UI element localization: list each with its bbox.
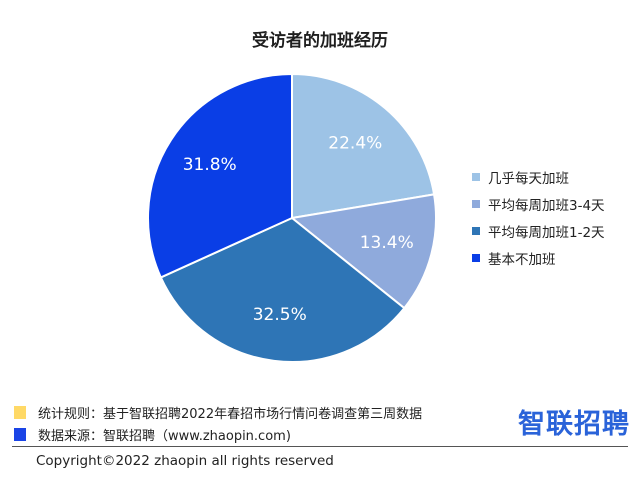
legend-swatch	[472, 199, 480, 208]
chart-legend: 几乎每天加班平均每周加班3-4天 平均每周加班1-2天 基本不加班	[472, 163, 605, 271]
legend-swatch	[472, 253, 480, 262]
legend-label: 基本不加班	[488, 251, 556, 268]
stat-rule-text: 统计规则：基于智联招聘2022年春招市场行情问卷调查第三周数据	[38, 407, 423, 422]
pie-data-label-3: 32.5%	[253, 305, 307, 325]
legend-swatch	[472, 172, 480, 181]
legend-label: 平均每周加班1-2天	[488, 224, 605, 241]
pie-slice-4	[147, 72, 293, 279]
data-source-swatch	[14, 428, 26, 441]
legend-label: 几乎每天加班	[488, 170, 569, 187]
pie-slice-2	[289, 193, 437, 310]
pie-chart: 22.4% 13.4% 32.5% 31.8%	[147, 72, 437, 363]
legend-item-4: 基本不加班	[472, 244, 605, 271]
pie-slice-3	[159, 216, 406, 363]
pie-data-label-2: 13.4%	[360, 233, 414, 253]
legend-item-2: 平均每周加班3-4天	[472, 190, 605, 217]
stat-rule-swatch	[14, 406, 26, 419]
pie-slice-1	[291, 72, 436, 220]
copyright-text: Copyright©2022 zhaopin all rights reserv…	[36, 453, 334, 469]
pie-data-label-1: 22.4%	[328, 133, 382, 153]
data-source-text: 数据来源：智联招聘（www.zhaopin.com)	[38, 429, 291, 444]
footer-divider	[12, 446, 628, 447]
legend-item-3: 平均每周加班1-2天	[472, 217, 605, 244]
legend-swatch	[472, 226, 480, 235]
data-source-note: 数据来源：智联招聘（www.zhaopin.com)	[14, 425, 291, 444]
stat-rule-note: 统计规则：基于智联招聘2022年春招市场行情问卷调查第三周数据	[14, 403, 422, 422]
pie-data-labels: 22.4% 13.4% 32.5% 31.8%	[183, 133, 414, 325]
legend-item-1: 几乎每天加班	[472, 163, 605, 190]
zhaopin-logo: 智联招聘	[518, 409, 630, 440]
chart-title: 受访者的加班经历	[252, 31, 388, 51]
legend-label: 平均每周加班3-4天	[488, 197, 605, 214]
pie-slices	[147, 72, 437, 363]
pie-data-label-4: 31.8%	[183, 155, 237, 175]
